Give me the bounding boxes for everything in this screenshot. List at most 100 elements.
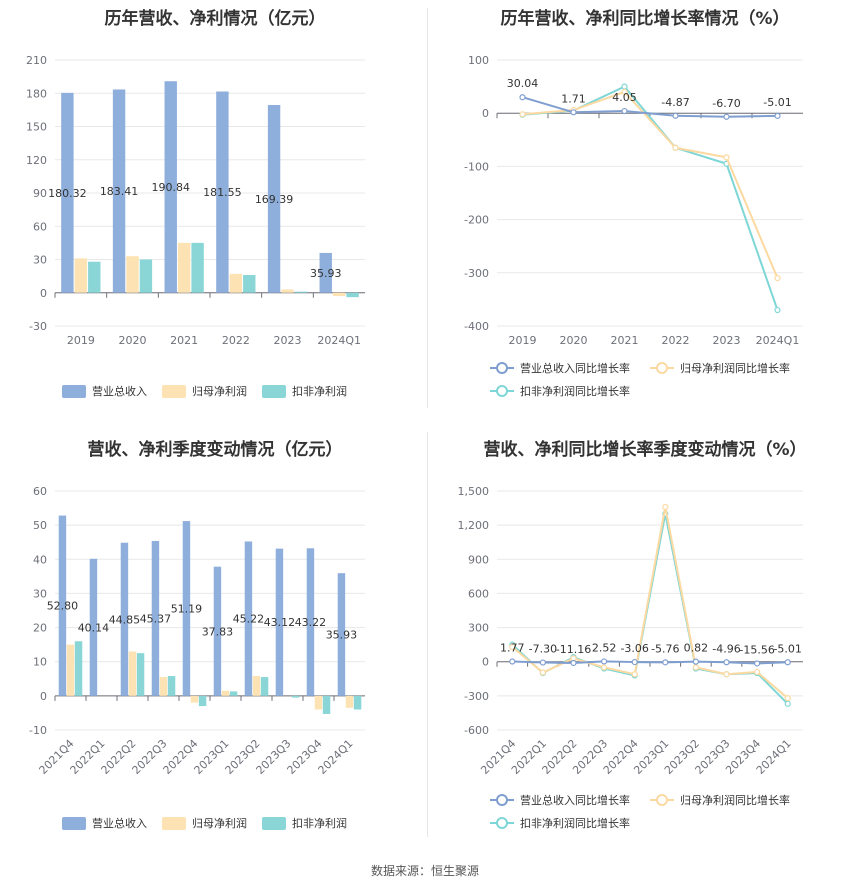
data-label-revenue-growth: 4.05 xyxy=(612,91,637,104)
bar-revenue xyxy=(112,89,126,293)
bar-deducted-profit xyxy=(294,291,308,293)
bar-revenue xyxy=(58,515,67,696)
y-tick-label: 600 xyxy=(468,587,489,600)
x-tick-label: 2024Q1 xyxy=(316,737,356,777)
legend-swatch xyxy=(262,385,286,398)
legend-label: 营业总收入同比增长率 xyxy=(520,361,630,375)
point-parent-profit xyxy=(672,144,679,151)
data-label-revenue: 43.22 xyxy=(295,616,327,629)
x-tick-label: 2024Q1 xyxy=(317,334,361,347)
data-label-revenue: 35.93 xyxy=(310,267,342,280)
data-label-revenue: 52.80 xyxy=(47,600,79,613)
y-tick-label: -600 xyxy=(464,724,489,737)
bar-parent-profit xyxy=(128,651,137,696)
y-tick-label: 0 xyxy=(40,690,47,703)
data-label-revenue: 51.19 xyxy=(171,602,203,615)
y-tick-label: -10 xyxy=(29,724,47,737)
bar-revenue xyxy=(120,542,129,696)
legend-marker xyxy=(496,385,508,397)
data-label-revenue-growth: -7.30 xyxy=(529,643,557,656)
x-tick-label: 2021 xyxy=(170,334,198,347)
bar-deducted-profit xyxy=(291,695,300,698)
point-revenue xyxy=(539,659,547,666)
legend-marker xyxy=(496,362,508,374)
annual-line-title: 历年营收、净利同比增长率情况（%） xyxy=(500,9,790,29)
data-label-revenue-growth: -15.56 xyxy=(739,643,774,656)
legend-swatch xyxy=(262,817,286,830)
point-parent-profit xyxy=(774,275,781,282)
bar-parent-profit xyxy=(229,273,243,293)
series-line-revenue xyxy=(512,660,788,665)
point-revenue xyxy=(672,112,679,119)
annual-bar-panel: 历年营收、净利情况（亿元） 210 180 150 120 90 60 30 0 -30 2019… xyxy=(0,0,425,410)
data-label-revenue: 35.93 xyxy=(326,629,358,642)
bar-parent-profit xyxy=(332,292,346,297)
point-revenue xyxy=(601,658,608,665)
bar-parent-profit xyxy=(159,677,168,696)
bar-revenue xyxy=(182,521,191,696)
quarterly-bar-chart: 6050403020100-102021Q452.802022Q140.1420… xyxy=(29,485,365,830)
y-tick-label: 1,500 xyxy=(458,485,490,498)
data-label-revenue-growth: -4.87 xyxy=(661,96,689,109)
point-parent-profit xyxy=(601,664,608,671)
legend-label: 营业总收入同比增长率 xyxy=(520,793,630,807)
data-label-revenue-growth: -4.96 xyxy=(712,642,740,655)
vertical-divider-top xyxy=(427,8,428,408)
data-label-revenue: 44.85 xyxy=(109,613,141,626)
point-parent-profit xyxy=(662,503,669,511)
y-tick-label: 120 xyxy=(26,154,47,167)
bar-parent-profit xyxy=(252,676,261,696)
quarterly-line-title: 营收、净利同比增长率季度变动情况（%） xyxy=(483,440,807,460)
legend-label: 扣非净利润 xyxy=(292,384,347,398)
y-tick-label: 900 xyxy=(468,553,489,566)
quarterly-bar-title: 营收、净利季度变动情况（亿元） xyxy=(87,440,343,460)
bar-deducted-profit xyxy=(353,695,362,710)
bar-parent-profit xyxy=(221,690,230,696)
legend-label: 归母净利润同比增长率 xyxy=(680,361,790,375)
bar-parent-profit xyxy=(190,695,199,703)
bar-revenue xyxy=(244,541,253,696)
series-line-parent-profit xyxy=(511,506,789,699)
point-parent-profit xyxy=(754,668,761,676)
bar-revenue xyxy=(216,91,229,293)
quarterly-line-panel: 营收、净利同比增长率季度变动情况（%） 1,500 1,200 900 600 300 0… xyxy=(425,425,850,845)
x-tick-label: 2022 xyxy=(222,334,250,347)
point-parent-profit xyxy=(539,669,547,676)
series-line-deducted-profit xyxy=(511,513,789,705)
data-source: 数据来源：恒生聚源 xyxy=(370,864,479,878)
x-tick-label: 2023 xyxy=(713,334,741,347)
point-deducted-profit xyxy=(621,83,628,90)
point-parent-profit xyxy=(692,664,699,671)
legend-label: 扣非净利润同比增长率 xyxy=(520,384,630,398)
vertical-divider-bottom xyxy=(427,432,428,837)
bar-revenue xyxy=(337,573,346,696)
data-label-revenue: 37.83 xyxy=(202,625,234,638)
point-revenue xyxy=(774,112,781,119)
y-tick-label: 180 xyxy=(26,87,47,100)
annual-bar-chart: 210 180 150 120 90 60 30 0 -30 2019 180.32 2020 183.… xyxy=(26,54,365,398)
data-label-revenue: 169.39 xyxy=(255,193,294,206)
y-tick-label: -300 xyxy=(464,267,489,280)
y-tick-label: -100 xyxy=(464,160,489,173)
y-tick-label: 210 xyxy=(26,54,47,67)
y-tick-label: 0 xyxy=(482,656,489,669)
data-label-revenue-growth: -6.70 xyxy=(712,97,740,110)
bar-parent-profit xyxy=(126,256,139,293)
point-revenue xyxy=(631,658,638,666)
y-tick-label: 0 xyxy=(482,107,489,120)
y-tick-label: 0 xyxy=(40,287,47,300)
bar-deducted-profit xyxy=(198,695,207,707)
data-label-revenue-growth: -5.76 xyxy=(651,642,679,655)
y-tick-label: -30 xyxy=(29,320,47,333)
series-line-revenue xyxy=(522,96,778,118)
y-tick-label: 100 xyxy=(468,54,489,67)
legend-swatch xyxy=(62,385,86,398)
legend-swatch xyxy=(162,817,186,830)
legend-marker xyxy=(656,794,668,806)
point-revenue xyxy=(621,107,628,115)
y-tick-label: 150 xyxy=(26,121,47,134)
point-parent-profit xyxy=(621,88,628,96)
point-parent-profit xyxy=(723,154,730,161)
data-label-revenue-growth: 1.71 xyxy=(561,92,586,105)
point-revenue xyxy=(723,659,730,666)
